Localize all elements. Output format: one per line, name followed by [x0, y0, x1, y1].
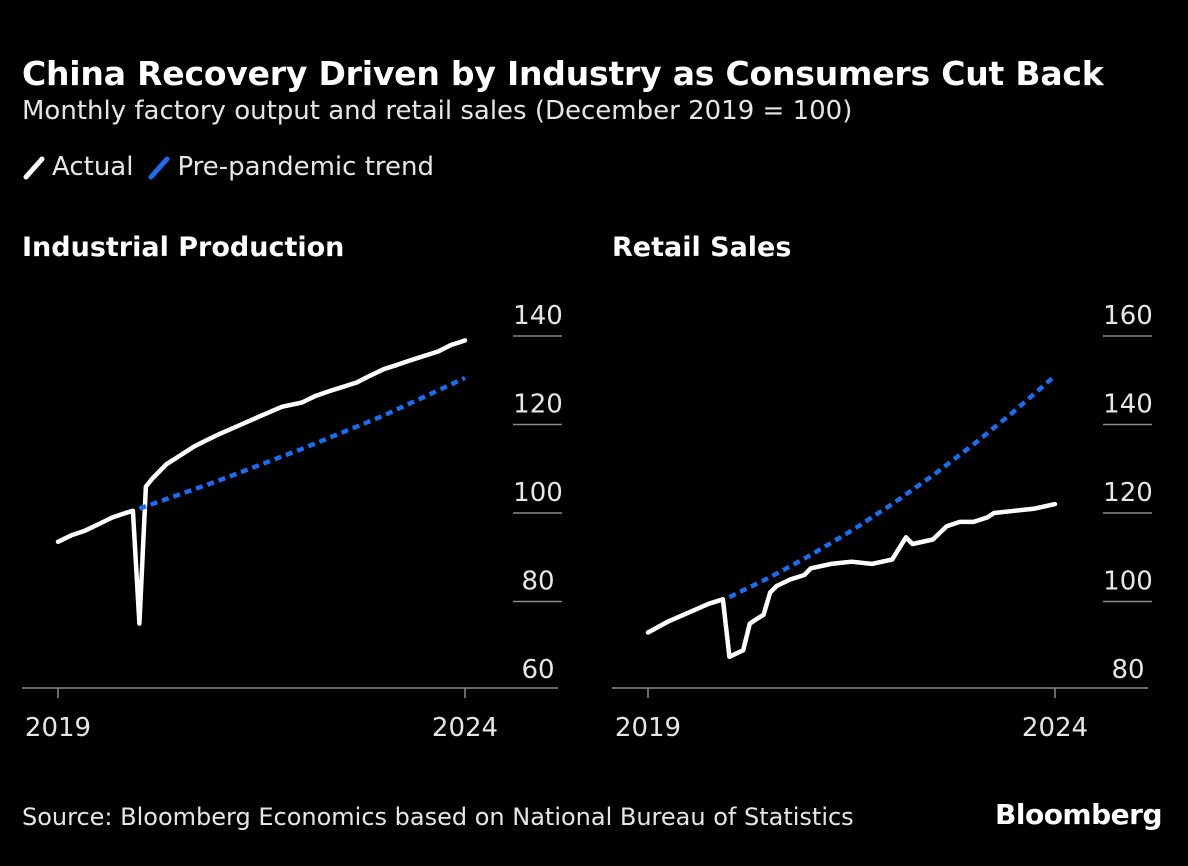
source-note: Source: Bloomberg Economics based on Nat… [22, 803, 854, 831]
legend-label-trend: Pre-pandemic trend [177, 152, 434, 182]
panel-title-industrial: Industrial Production [22, 232, 345, 263]
legend: Actual Pre-pandemic trend [22, 152, 448, 182]
chart-subtitle: Monthly factory output and retail sales … [22, 96, 853, 126]
x-tick-label: 2024 [432, 713, 498, 743]
x-tick-label: 2019 [25, 713, 91, 743]
y-tick-label: 120 [1103, 478, 1153, 508]
y-tick-label: 80 [1111, 655, 1144, 685]
brand-logo: Bloomberg [995, 798, 1162, 831]
legend-item-actual: Actual [22, 152, 133, 182]
y-tick-label: 140 [1103, 390, 1153, 420]
legend-swatch-actual [23, 156, 45, 180]
legend-swatch-trend [148, 156, 170, 180]
series-line-actual [645, 501, 1058, 660]
y-tick-label: 160 [1103, 301, 1153, 331]
y-tick-label: 100 [1103, 567, 1153, 597]
legend-label-actual: Actual [52, 152, 134, 182]
y-tick-label: 100 [513, 478, 563, 508]
y-tick-label: 60 [521, 655, 554, 685]
y-tick-label: 140 [513, 301, 563, 331]
y-tick-label: 120 [513, 390, 563, 420]
y-tick-label: 80 [521, 567, 554, 597]
panel-title-retail: Retail Sales [612, 232, 792, 263]
x-tick-label: 2024 [1022, 713, 1088, 743]
legend-item-trend: Pre-pandemic trend [147, 152, 434, 182]
x-tick-label: 2019 [615, 713, 681, 743]
series-line-actual [55, 338, 468, 626]
series-line-trend [728, 374, 1057, 600]
series-line-trend [138, 375, 466, 511]
chart-title: China Recovery Driven by Industry as Con… [22, 54, 1104, 93]
